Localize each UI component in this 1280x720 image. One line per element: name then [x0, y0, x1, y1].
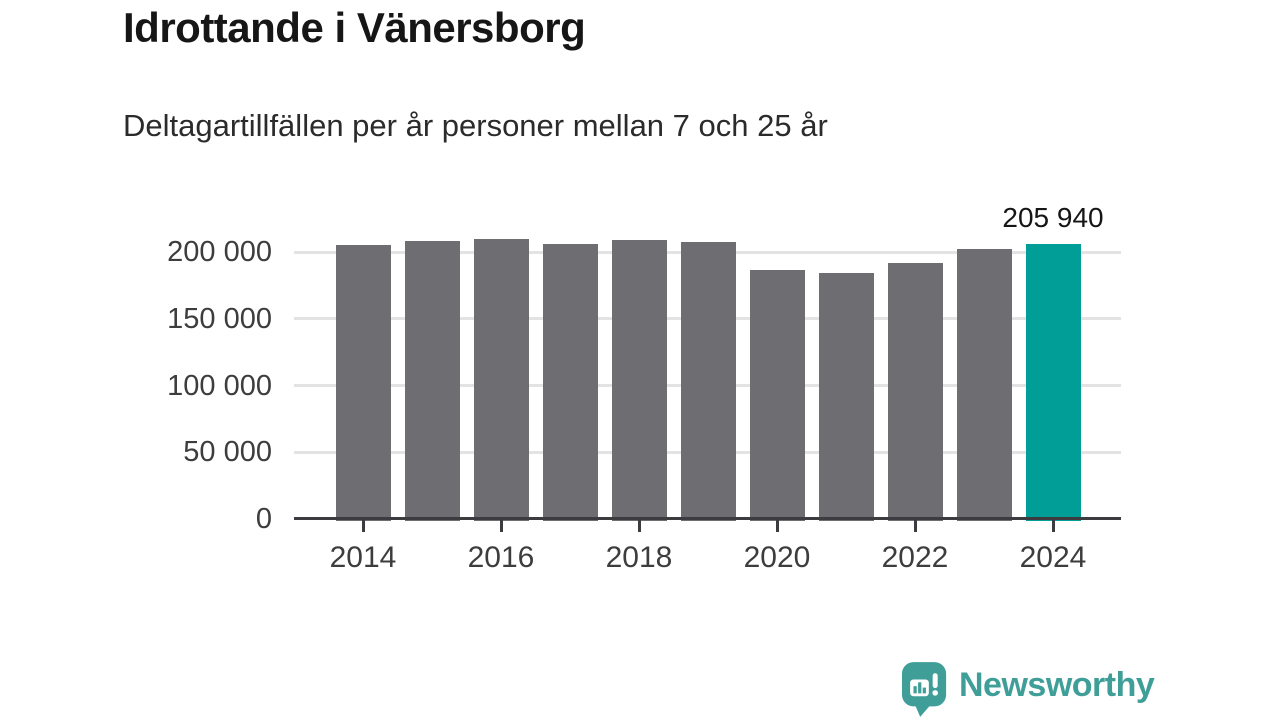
bar-2021: [818, 273, 874, 521]
logo-bar-medium: [922, 687, 926, 694]
bar-2015: [404, 240, 460, 521]
x-axis-tick-label: 2022: [881, 541, 949, 574]
data-label: 205 940: [1002, 202, 1104, 234]
x-axis-tick-label: 2016: [467, 541, 535, 574]
x-axis-tick: [913, 520, 917, 532]
y-axis-tick-label: 200 000: [167, 236, 272, 268]
bar-2020: [749, 270, 805, 521]
newsworthy-logo-text: Newsworthy: [959, 666, 1155, 704]
bar-2016: [473, 238, 529, 521]
x-axis-tick-label: 2018: [605, 541, 673, 574]
y-axis-tick-label: 150 000: [167, 302, 272, 335]
x-axis-tick-label: 2014: [329, 541, 397, 574]
logo-bar-small: [913, 686, 917, 694]
bar-2014: [335, 245, 391, 521]
x-axis-tick: [775, 520, 779, 532]
bar-2018: [611, 239, 667, 521]
y-axis-tick-label: 0: [255, 503, 272, 535]
bar-2022: [887, 262, 943, 521]
newsworthy-logo-icon: [901, 662, 947, 717]
y-axis-tick-label: 50 000: [183, 436, 272, 469]
x-axis-line: [294, 517, 1121, 520]
bar-2017: [542, 243, 598, 521]
x-axis-tick: [361, 520, 365, 532]
logo-bar-tall: [918, 682, 922, 694]
bar-2023: [956, 249, 1012, 521]
chart-title: Idrottande i Vänersborg: [123, 4, 586, 51]
logo-exclamation-bar: [932, 673, 938, 689]
chart-subtitle: Deltagartillfällen per år personer mella…: [123, 108, 828, 143]
x-axis-tick: [499, 520, 503, 532]
x-axis-tick: [637, 520, 641, 532]
bar-2024: [1025, 244, 1081, 521]
x-axis-tick-label: 2020: [743, 541, 811, 574]
x-axis-tick: [1051, 520, 1055, 532]
x-axis-tick-label: 2024: [1019, 541, 1087, 574]
bar-2019: [680, 241, 736, 521]
logo-exclamation-dot: [932, 690, 938, 696]
y-axis-tick-label: 100 000: [167, 369, 272, 402]
newsworthy-logo: Newsworthy: [901, 661, 1155, 717]
